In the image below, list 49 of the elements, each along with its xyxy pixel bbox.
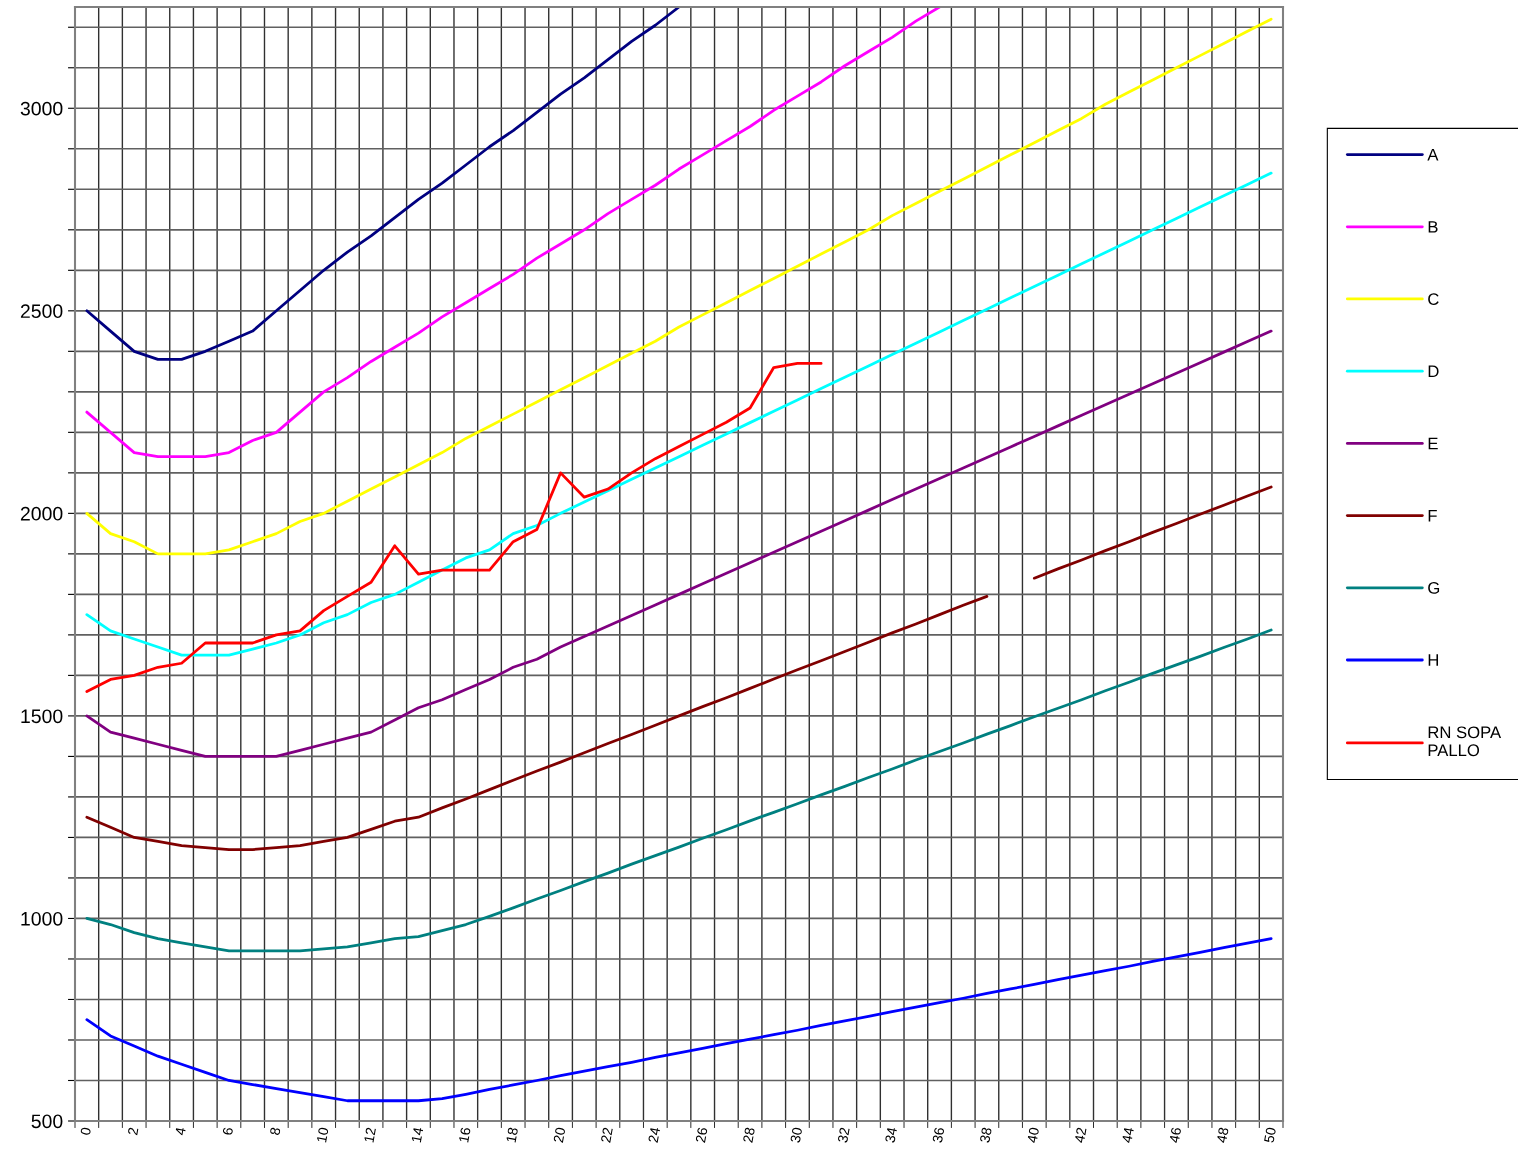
x-tick-label: 42 xyxy=(1074,1127,1087,1144)
x-tick-label: 12 xyxy=(363,1127,376,1143)
line-series xyxy=(85,171,1273,657)
y-tick-label: 2500 xyxy=(20,304,63,319)
y-tick-label: 3000 xyxy=(20,101,63,116)
legend-label: G xyxy=(1428,581,1440,594)
legend-label: C xyxy=(1428,293,1439,305)
x-tick-label: 20 xyxy=(553,1127,566,1143)
line-series xyxy=(85,329,1273,758)
x-tick-label: 24 xyxy=(648,1127,661,1143)
x-tick-label: 16 xyxy=(458,1127,471,1143)
x-tick-label: 26 xyxy=(695,1127,708,1143)
x-tick-label: 44 xyxy=(1121,1127,1134,1144)
x-tick-label: 36 xyxy=(932,1127,945,1144)
x-tick-label: 46 xyxy=(1169,1127,1182,1144)
x-tick-label: 38 xyxy=(979,1127,992,1144)
x-tick-label: 30 xyxy=(790,1127,803,1144)
legend-label: E xyxy=(1428,437,1438,450)
legend-label: H xyxy=(1428,654,1439,666)
line-series xyxy=(85,7,941,459)
line-series xyxy=(85,628,1273,953)
x-tick-label: 48 xyxy=(1216,1127,1229,1144)
x-tick-label: 22 xyxy=(600,1127,613,1143)
y-tick-label: 1500 xyxy=(21,709,63,724)
x-tick-label: 50 xyxy=(1263,1127,1277,1143)
line-series xyxy=(85,17,1273,556)
x-tick-label: 4 xyxy=(175,1127,186,1136)
y-tick-label: 1000 xyxy=(21,911,63,926)
x-tick-label: 32 xyxy=(837,1127,850,1144)
x-tick-label: 14 xyxy=(411,1127,424,1143)
legend-label: B xyxy=(1428,221,1438,233)
line-series xyxy=(85,937,1273,1103)
legend-label: RN SOPA PALLO xyxy=(1428,726,1502,757)
y-tick-label: 500 xyxy=(31,1114,63,1129)
x-tick-label: 6 xyxy=(222,1127,234,1136)
legend-label: A xyxy=(1427,148,1439,161)
x-tick-label: 40 xyxy=(1026,1127,1040,1144)
legend-label: D xyxy=(1428,365,1439,378)
x-tick-label: 18 xyxy=(506,1127,519,1143)
line-series xyxy=(85,7,681,361)
y-tick-label: 2000 xyxy=(20,506,63,521)
x-tick-label: 34 xyxy=(884,1127,898,1144)
x-tick-label: 8 xyxy=(269,1127,281,1136)
x-tick-label: 10 xyxy=(316,1127,329,1143)
x-tick-label: 0 xyxy=(80,1127,92,1136)
legend-label: F xyxy=(1428,509,1437,522)
x-tick-label: 2 xyxy=(127,1127,139,1136)
line-series xyxy=(85,362,823,693)
x-tick-label: 28 xyxy=(742,1127,755,1143)
